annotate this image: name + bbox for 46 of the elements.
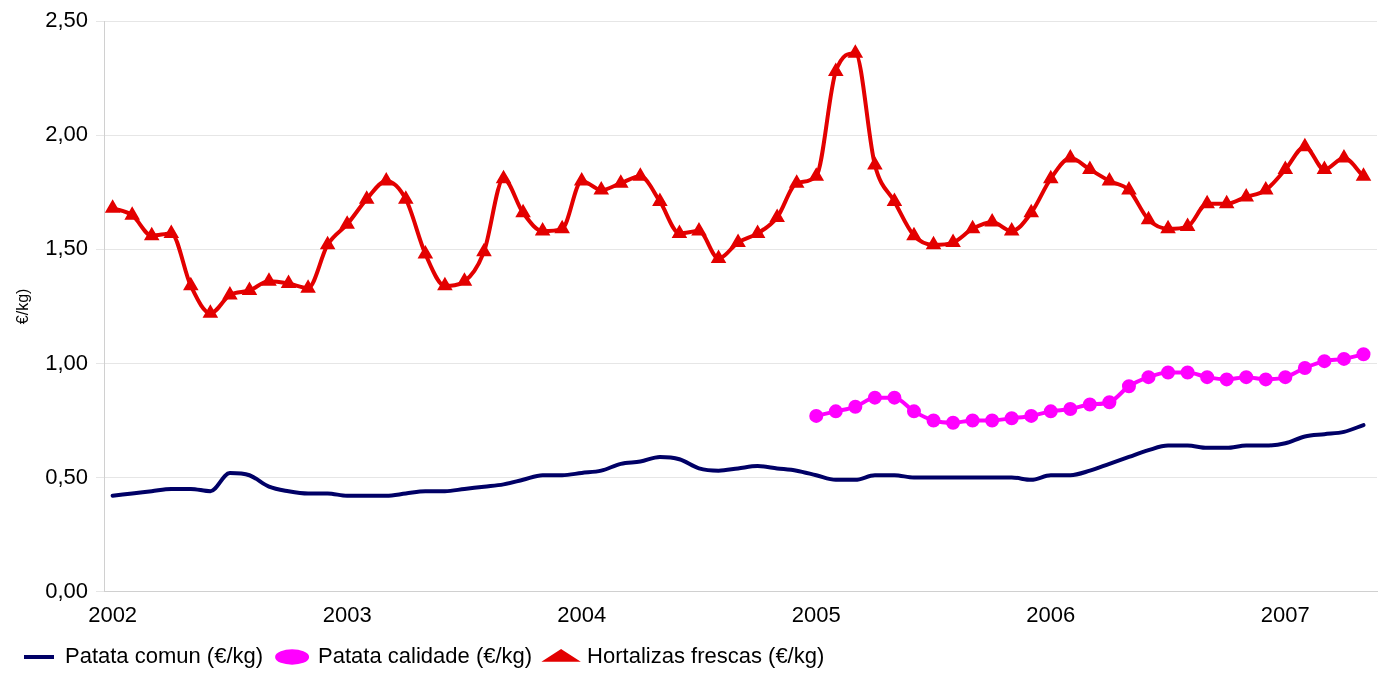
y-tick-label: 0,00	[45, 577, 89, 603]
y-tick-label: 0,50	[45, 463, 89, 489]
point	[1043, 404, 1058, 419]
y-tick-label: 2,00	[45, 121, 89, 147]
point	[848, 399, 863, 414]
point	[1024, 408, 1039, 423]
point	[1121, 379, 1136, 394]
point	[1297, 361, 1312, 375]
point	[1141, 370, 1156, 385]
legend-label: Patata calidade (€/kg)	[318, 643, 533, 669]
legend-label: Hortalizas frescas (€/kg)	[587, 643, 825, 669]
point	[946, 415, 961, 430]
y-tick-label: 1,50	[45, 235, 89, 261]
legend-label: Patata comun (€/kg)	[65, 643, 264, 669]
point	[887, 390, 902, 405]
point	[1180, 365, 1195, 380]
point	[1356, 347, 1371, 362]
point	[1317, 354, 1332, 369]
x-tick-label: 2005	[791, 601, 841, 627]
point	[1063, 402, 1078, 417]
point	[1004, 411, 1019, 426]
point	[926, 413, 941, 428]
x-tick-label: 2004	[557, 601, 607, 627]
point	[906, 404, 921, 419]
x-tick-label: 2007	[1260, 601, 1310, 627]
point	[985, 413, 1000, 428]
point	[1336, 351, 1351, 366]
x-tick-label: 2003	[322, 601, 372, 627]
point	[1258, 372, 1273, 387]
point	[965, 413, 980, 428]
point	[1082, 397, 1097, 412]
x-tick-label: 2006	[1026, 601, 1076, 627]
point	[1200, 370, 1215, 385]
x-tick-label: 2002	[88, 601, 138, 627]
point	[1239, 370, 1254, 385]
point	[867, 390, 882, 405]
y-tick-label: 1,00	[45, 349, 89, 375]
y-tick-label: 2,50	[45, 7, 89, 33]
y-axis-title: €/kg)	[14, 288, 32, 325]
line-series	[110, 423, 1366, 498]
point	[1161, 365, 1176, 380]
point	[1278, 370, 1293, 385]
point	[809, 408, 824, 423]
point	[828, 404, 843, 419]
point	[1102, 395, 1117, 410]
point	[1219, 372, 1234, 387]
